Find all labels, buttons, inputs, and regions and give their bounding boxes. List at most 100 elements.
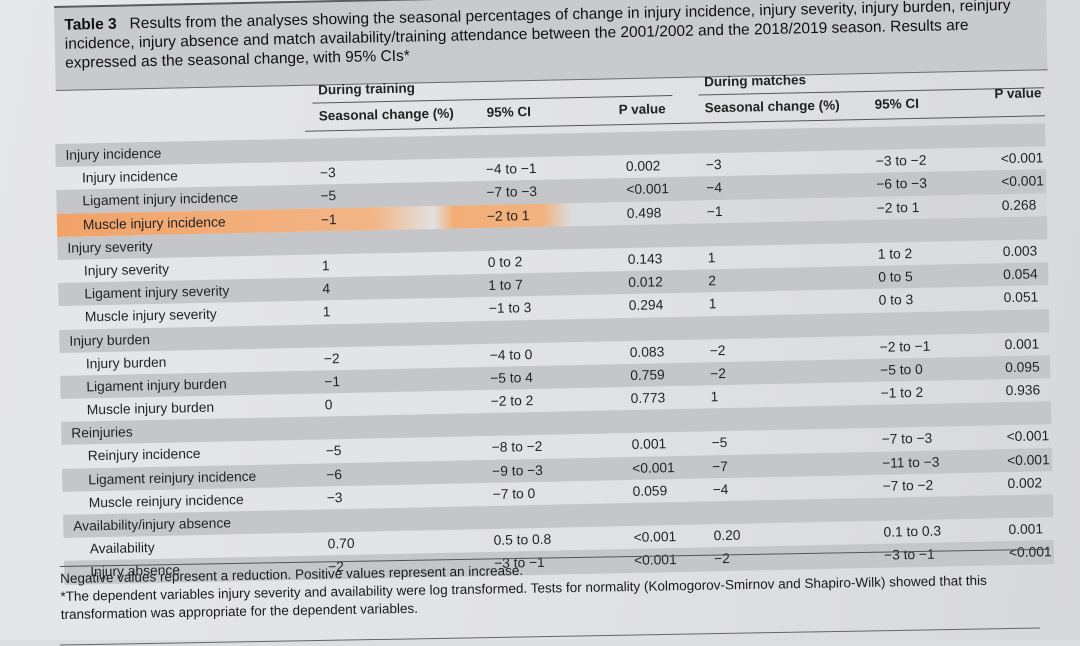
match-p-value: 0.054 [1003, 266, 1038, 283]
match-ci: −7 to −3 [881, 431, 933, 448]
training-ci: −1 to 3 [488, 300, 532, 317]
row-label: Injury severity [83, 261, 170, 279]
training-p-value: 0.773 [630, 390, 666, 407]
row-label: Availability [89, 540, 155, 557]
training-ci: −4 to 0 [489, 346, 533, 363]
training-seasonal-change: −6 [326, 466, 343, 483]
training-seasonal-change: −2 [323, 350, 340, 367]
training-p-value: 0.012 [628, 274, 663, 291]
training-p-value: <0.001 [633, 529, 677, 546]
match-p-value: 0.095 [1004, 359, 1040, 376]
match-seasonal-change: −3 [705, 157, 722, 173]
training-ci: −5 to 4 [490, 369, 533, 386]
training-ci: 0 to 2 [487, 254, 523, 270]
table-label: Table 3 [64, 15, 117, 34]
match-p-value: <0.001 [1006, 451, 1050, 468]
match-p-value: <0.001 [1001, 173, 1045, 190]
training-ci: −2 to 2 [490, 393, 534, 409]
match-seasonal-change: −1 [706, 203, 723, 219]
training-p-value: 0.002 [625, 158, 661, 175]
header-matches-p: P value [994, 85, 1042, 102]
match-ci: −6 to −3 [876, 176, 928, 193]
training-p-value: 0.083 [629, 343, 665, 360]
row-label: Muscle injury burden [86, 399, 215, 418]
match-ci: 0 to 3 [878, 292, 914, 309]
training-seasonal-change: −3 [326, 489, 343, 506]
row-label: Injury incidence [81, 168, 178, 186]
match-ci: 0 to 5 [878, 269, 913, 285]
training-p-value: 0.001 [631, 436, 667, 453]
table-footnotes: Negative values represent a reduction. P… [59, 548, 1061, 624]
training-ci: 1 to 7 [488, 277, 523, 294]
training-p-value: <0.001 [626, 181, 670, 198]
match-seasonal-change: −2 [710, 365, 727, 382]
training-p-value: 0.759 [630, 367, 665, 383]
match-ci: −7 to −2 [882, 477, 934, 494]
training-ci: −7 to 0 [492, 485, 536, 502]
page-bottom-rule [60, 627, 1040, 646]
header-training-seasonal: Seasonal change (%) [318, 105, 454, 124]
match-p-value: 0.001 [1008, 521, 1044, 538]
row-label: Ligament injury incidence [82, 190, 239, 209]
row-label: Muscle injury severity [84, 306, 217, 325]
match-ci: 1 to 2 [877, 246, 913, 262]
header-matches-rule [698, 87, 1045, 96]
match-seasonal-change: −2 [709, 342, 726, 359]
row-label: Availability/injury absence [73, 515, 232, 534]
row-label: Ligament injury burden [86, 376, 227, 395]
training-ci: 0.5 to 0.8 [493, 531, 552, 549]
header-matches-ci: 95% CI [874, 95, 920, 112]
match-ci: −3 to −2 [875, 152, 927, 169]
row-label: Muscle reinjury incidence [88, 491, 244, 511]
training-ci: −9 to −3 [492, 462, 543, 479]
training-ci: −7 to −3 [486, 184, 538, 201]
training-seasonal-change: 1 [321, 258, 330, 274]
training-p-value: 0.059 [632, 483, 668, 499]
header-training-ci: 95% CI [486, 104, 532, 120]
table-caption: Table 3 Results from the analyses showin… [64, 0, 1040, 73]
match-ci: −1 to 2 [880, 384, 924, 401]
match-p-value: 0.001 [1004, 336, 1040, 352]
training-p-value: 0.143 [627, 251, 663, 267]
header-training-p: P value [618, 101, 666, 118]
training-p-value: <0.001 [632, 459, 675, 476]
caption-text: Results from the analyses showing the se… [64, 0, 1011, 72]
training-ci: −4 to −1 [485, 161, 537, 178]
match-p-value: 0.936 [1005, 382, 1041, 399]
match-ci: −5 to 0 [880, 361, 923, 378]
training-seasonal-change: 1 [322, 304, 331, 320]
training-seasonal-change: −5 [325, 443, 342, 459]
match-p-value: <0.001 [1006, 428, 1050, 445]
row-label: Injury burden [69, 331, 151, 349]
training-seasonal-change: −3 [319, 165, 336, 181]
row-label: Ligament injury severity [84, 283, 230, 302]
training-seasonal-change: 4 [322, 281, 331, 297]
training-p-value: 0.294 [628, 297, 664, 314]
training-ci: −2 to 1 [486, 207, 530, 224]
match-ci: −11 to −3 [881, 454, 940, 471]
match-seasonal-change: −5 [711, 435, 728, 451]
training-p-value: 0.498 [626, 204, 662, 221]
header-matches-seasonal: Seasonal change (%) [704, 97, 840, 116]
match-seasonal-change: 1 [707, 250, 716, 266]
match-seasonal-change: −4 [706, 180, 723, 196]
table-body: Injury incidence Injury incidence −3 −4 to … [55, 123, 1055, 585]
training-seasonal-change: −5 [320, 188, 337, 204]
row-label: Injury burden [85, 354, 167, 372]
match-seasonal-change: 0.20 [713, 527, 741, 544]
header-matches-group: During matches [703, 72, 807, 90]
match-p-value: <0.001 [1000, 150, 1044, 167]
match-p-value: 0.051 [1003, 289, 1039, 306]
match-p-value: 0.268 [1001, 197, 1037, 213]
training-ci: −8 to −2 [491, 439, 543, 456]
header-training-group: During training [318, 80, 416, 98]
row-label: Reinjury incidence [87, 446, 201, 464]
row-label: Injury severity [67, 238, 153, 256]
match-ci: −2 to −1 [879, 338, 931, 355]
match-seasonal-change: −4 [712, 481, 729, 498]
training-seasonal-change: −1 [324, 373, 341, 390]
match-seasonal-change: 2 [708, 273, 717, 289]
match-p-value: 0.002 [1007, 475, 1043, 491]
training-seasonal-change: −1 [320, 211, 337, 228]
